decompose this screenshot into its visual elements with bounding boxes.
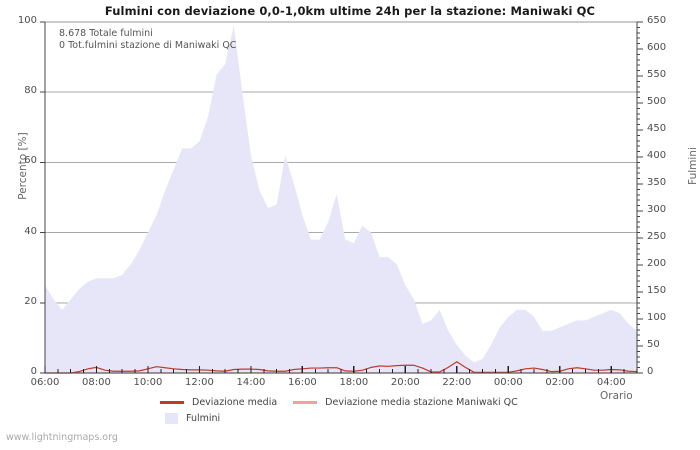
x-tick-label: 08:00 [82, 377, 111, 388]
legend-item-fulmini: Fulmini [160, 412, 221, 424]
x-tick-label: 06:00 [30, 377, 60, 388]
legend-label: Deviazione media [192, 396, 278, 408]
y-tick-label-right: 100 [647, 312, 667, 323]
y-tick-label-left: 60 [24, 155, 37, 167]
y-tick-label-right: 250 [647, 231, 667, 242]
y-tick-label-right: 350 [647, 177, 667, 188]
x-tick-label: 12:00 [185, 377, 214, 388]
legend-swatch-line-icon [293, 400, 318, 404]
annotation-station-total: 0 Tot.fulmini stazione di Maniwaki QC [59, 40, 237, 51]
y-axis-label-right: Fulmini [687, 147, 699, 185]
x-tick-label: 00:00 [493, 377, 523, 388]
y-tick-label-right: 450 [647, 123, 667, 134]
x-tick-label: 16:00 [287, 377, 317, 388]
y-tick-label-left: 80 [24, 85, 37, 97]
legend-label: Fulmini [186, 412, 221, 424]
annotation-total-lightning: 8.678 Totale fulmini [59, 28, 153, 39]
y-tick-label-left: 100 [17, 15, 37, 26]
y-tick-label-left: 0 [30, 366, 37, 377]
y-tick-label-right: 650 [647, 15, 667, 26]
chart-legend: Deviazione media Deviazione media stazio… [160, 394, 580, 426]
y-tick-label-right: 150 [647, 285, 667, 296]
x-tick-label: 18:00 [339, 377, 369, 388]
y-tick-label-right: 0 [647, 366, 654, 377]
legend-row-1: Deviazione media Deviazione media stazio… [160, 394, 580, 410]
y-tick-label-left: 20 [24, 295, 37, 307]
legend-swatch-area-icon [165, 412, 178, 424]
legend-row-2: Fulmini [160, 410, 580, 426]
x-tick-label: 10:00 [133, 377, 163, 388]
y-tick-label-right: 400 [647, 150, 667, 161]
legend-label: Deviazione media stazione Maniwaki QC [325, 396, 518, 408]
x-tick-label: 14:00 [236, 377, 266, 388]
y-tick-label-right: 550 [647, 69, 667, 80]
legend-item-deviazione-media-stazione: Deviazione media stazione Maniwaki QC [293, 397, 518, 408]
x-tick-label: 02:00 [545, 377, 575, 388]
watermark: www.lightningmaps.org [6, 432, 118, 443]
legend-item-deviazione-media: Deviazione media [160, 397, 277, 408]
legend-swatch-line-icon [160, 400, 184, 404]
y-tick-label-right: 200 [647, 258, 667, 269]
chart-title: Fulmini con deviazione 0,0-1,0km ultime … [104, 4, 596, 18]
y-tick-label-right: 300 [647, 204, 667, 215]
y-tick-label-right: 500 [647, 96, 667, 107]
y-tick-label-right: 600 [647, 42, 667, 53]
x-tick-label: 04:00 [596, 377, 626, 388]
y-tick-label-right: 50 [647, 339, 660, 350]
x-tick-label: 20:00 [390, 377, 420, 388]
x-tick-label: 22:00 [442, 377, 472, 388]
x-axis-label: Orario [600, 390, 633, 402]
y-tick-label-left: 40 [24, 225, 37, 237]
